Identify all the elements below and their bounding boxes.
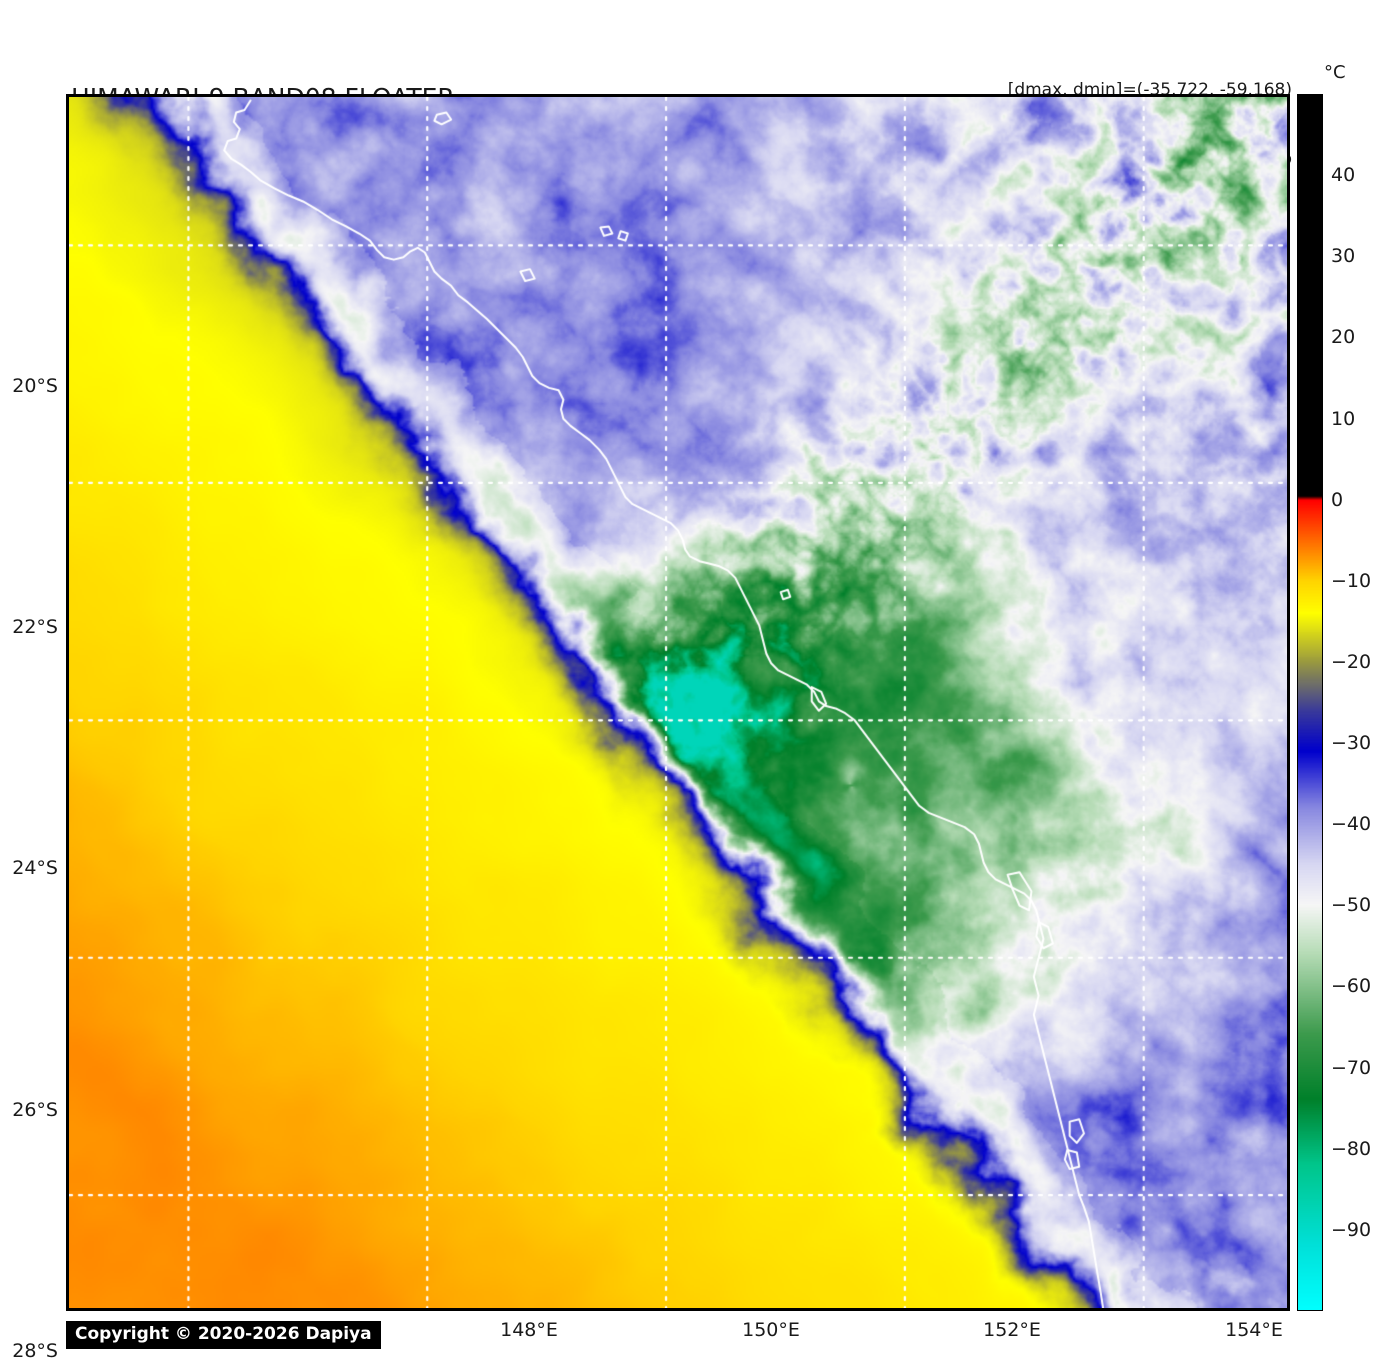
longitude-tick-label: 154°E [1225, 1319, 1283, 1341]
colorbar-tick-label: −20 [1331, 650, 1372, 673]
latitude-tick-label: 28°S [12, 1340, 58, 1362]
colorbar-tick-label: −10 [1331, 569, 1372, 592]
longitude-tick-label: 148°E [500, 1319, 558, 1341]
latitude-tick-label: 24°S [12, 857, 58, 879]
copyright-badge: Copyright © 2020-2026 Dapiya [66, 1321, 381, 1349]
longitude-tick-label: 150°E [742, 1319, 800, 1341]
longitude-tick-label: 152°E [983, 1319, 1041, 1341]
colorbar-tick-label: 40 [1331, 164, 1356, 187]
colorbar-tick-label: −60 [1331, 975, 1372, 998]
colorbar-tick-label: 30 [1331, 245, 1356, 268]
colorbar-tick-label: 10 [1331, 407, 1356, 430]
latitude-tick-label: 22°S [12, 616, 58, 638]
colorbar-unit-label: °C [1324, 62, 1346, 83]
colorbar[interactable] [1297, 94, 1323, 1311]
colorbar-tick-label: 0 [1331, 488, 1344, 511]
coastline-and-graticule-layer [69, 97, 1287, 1308]
colorbar-tick-label: −80 [1331, 1137, 1372, 1160]
satellite-image-plot[interactable] [66, 94, 1290, 1311]
colorbar-tick-label: −30 [1331, 732, 1372, 755]
colorbar-tick-label: −70 [1331, 1056, 1372, 1079]
colorbar-gradient [1298, 95, 1322, 1310]
colorbar-tick-label: −50 [1331, 894, 1372, 917]
colorbar-tick-label: −90 [1331, 1218, 1372, 1241]
colorbar-tick-label: 20 [1331, 326, 1356, 349]
latitude-tick-label: 20°S [12, 375, 58, 397]
colorbar-tick-label: −40 [1331, 813, 1372, 836]
latitude-tick-label: 26°S [12, 1099, 58, 1121]
